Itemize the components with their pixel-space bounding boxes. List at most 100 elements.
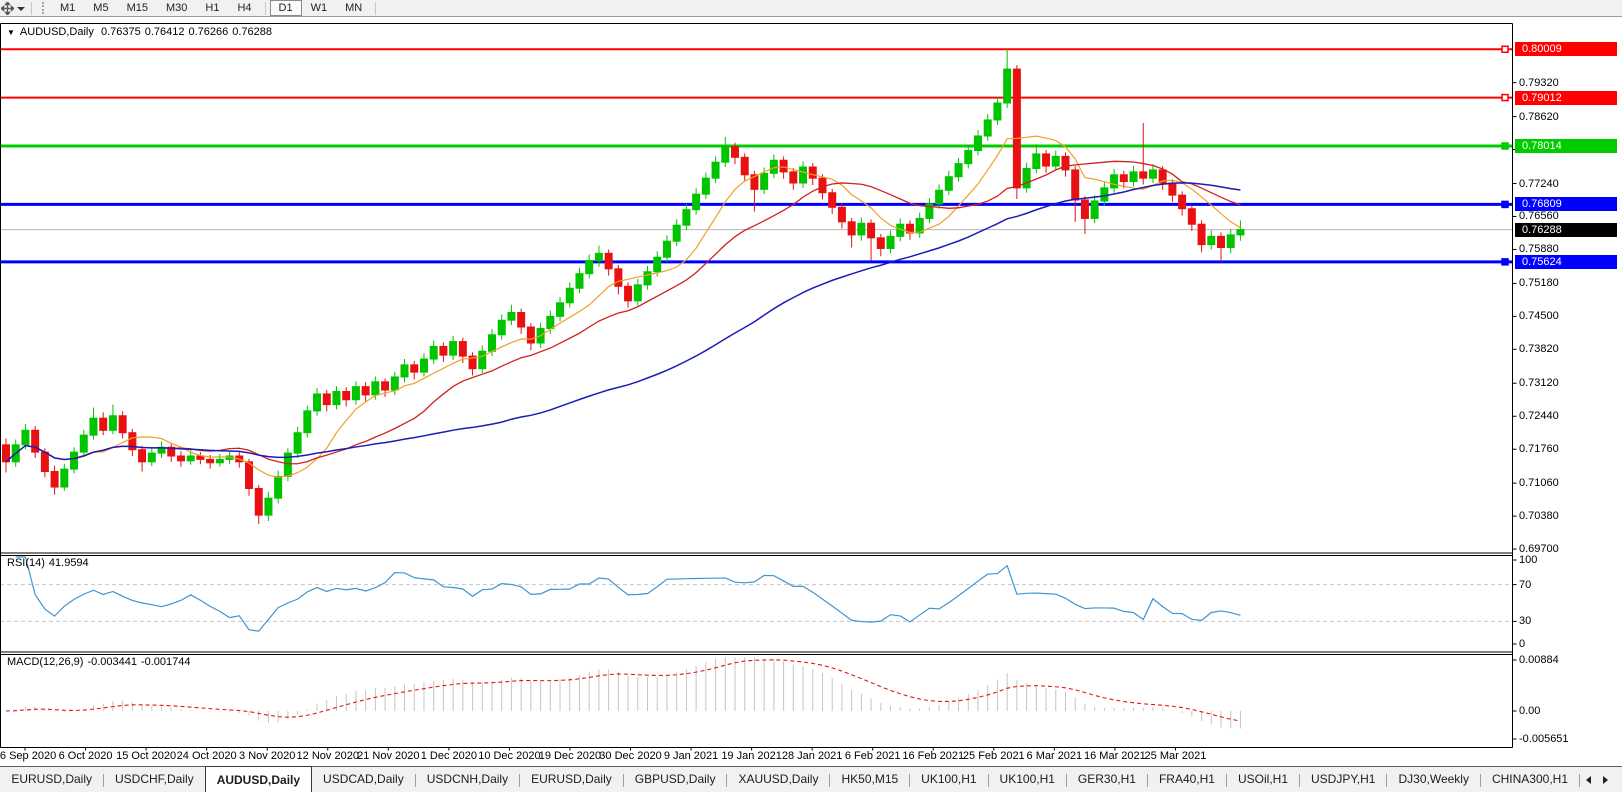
timeframe-button-d1[interactable]: D1 — [269, 0, 302, 16]
tab-scroll-right-icon[interactable] — [1603, 775, 1608, 784]
timeframe-button-h4[interactable]: H4 — [237, 2, 252, 14]
tab-separator — [829, 774, 831, 787]
date-tick: 15 Oct 2020 — [116, 750, 177, 762]
tab-china300-h1[interactable]: CHINA300,H1 — [1491, 772, 1568, 786]
chart-cursor-icon[interactable] — [1, 1, 14, 15]
tab-uk100-h1[interactable]: UK100,H1 — [921, 772, 977, 786]
macd-tick: 0.00 — [1519, 705, 1541, 717]
quote-close: 0.76288 — [232, 26, 273, 38]
price-badge-0.80009: 0.80009 — [1515, 42, 1617, 57]
chart-collapse-icon[interactable]: ▼ — [7, 28, 15, 37]
ma-slow-line — [5, 182, 1241, 463]
tab-separator — [1386, 774, 1388, 787]
date-tick: 24 Oct 2020 — [176, 750, 237, 762]
tab-fra40-h1[interactable]: FRA40,H1 — [1158, 772, 1215, 786]
tab-usoil-h1[interactable]: USOil,H1 — [1237, 772, 1288, 786]
price-tick: 0.70380 — [1519, 510, 1559, 523]
price-badge-0.76288: 0.76288 — [1515, 222, 1617, 237]
tab-dj30-weekly[interactable]: DJ30,Weekly — [1398, 772, 1469, 786]
price-badge-0.76809: 0.76809 — [1515, 197, 1617, 212]
tab-separator — [1299, 774, 1300, 787]
date-tick: 6 Mar 2021 — [1026, 750, 1083, 762]
tab-separator — [103, 774, 104, 787]
tab-gbpusd-daily[interactable]: GBPUSD,Daily — [634, 772, 716, 786]
rsi-tick: 70 — [1519, 578, 1532, 591]
date-tick: 6 Feb 2021 — [844, 750, 901, 762]
macd-tick: 0.00884 — [1519, 654, 1559, 666]
timeframe-button-m30[interactable]: M30 — [165, 2, 188, 14]
tab-scroll-left-icon[interactable] — [1586, 775, 1591, 784]
hline-handle[interactable] — [1501, 142, 1509, 150]
timeframe-button-m15[interactable]: M15 — [126, 2, 148, 14]
price-badge-0.78014: 0.78014 — [1515, 138, 1617, 153]
ma-fast-line — [5, 135, 1241, 478]
candlestick-series — [2, 49, 1245, 524]
date-tick: 25 Mar 2021 — [1144, 750, 1207, 762]
tab-eurusd-daily[interactable]: EURUSD,Daily — [11, 772, 92, 786]
timeframe-buttons: M1 M5 M15 M30 H1 H4 D1 W1 MN — [51, 0, 380, 16]
cursor-dropdown-caret-icon[interactable] — [17, 6, 25, 11]
price-tick: 0.76560 — [1519, 210, 1559, 223]
tab-audusd-daily[interactable]: AUDUSD,Daily — [204, 766, 313, 792]
timeframe-button-m5[interactable]: M5 — [93, 2, 109, 14]
price-tick: 0.71760 — [1519, 443, 1559, 456]
hline-handle[interactable] — [1501, 93, 1509, 102]
macd-signal-line — [5, 659, 1241, 722]
date-tick: 21 Nov 2020 — [357, 750, 420, 762]
date-tick: 19 Dec 2020 — [538, 750, 602, 762]
tab-xauusd-daily[interactable]: XAUUSD,Daily — [738, 772, 819, 786]
ma-mid-line — [5, 160, 1241, 465]
price-tick: 0.75180 — [1519, 277, 1559, 290]
tab-usdcad-daily[interactable]: USDCAD,Daily — [323, 772, 404, 786]
price-tick: 0.71060 — [1519, 477, 1559, 490]
timeframe-button-w1[interactable]: W1 — [310, 2, 328, 14]
toolbar-separator — [31, 1, 32, 15]
price-tick: 0.75880 — [1519, 243, 1559, 256]
tab-separator — [1146, 774, 1148, 787]
tab-separator — [1065, 774, 1067, 787]
hline-handle[interactable] — [1501, 45, 1509, 53]
price-tick: 0.79320 — [1519, 76, 1559, 89]
rsi-line — [15, 556, 1241, 632]
timeframe-button-h1[interactable]: H1 — [205, 2, 220, 14]
date-tick: 16 Feb 2021 — [902, 750, 965, 762]
hline-handle[interactable] — [1501, 200, 1509, 209]
macd-histogram — [15, 657, 1241, 729]
date-tick: 19 Jan 2021 — [721, 750, 782, 762]
tab-usdchf-daily[interactable]: USDCHF,Daily — [115, 772, 194, 786]
rsi-label: RSI(14) 41.9594 — [7, 557, 89, 569]
chart-title: ▼ AUDUSD,Daily 0.76375 0.76412 0.76266 0.762… — [7, 26, 276, 38]
tab-uk100-h1[interactable]: UK100,H1 — [999, 772, 1055, 786]
tab-usdcnh-daily[interactable]: USDCNH,Daily — [426, 772, 509, 786]
tab-separator — [1225, 774, 1227, 787]
date-tick: 26 Sep 2020 — [0, 750, 57, 762]
date-tick: 25 Feb 2021 — [962, 750, 1025, 762]
quote-high: 0.76412 — [144, 26, 185, 38]
tab-separator — [622, 774, 624, 787]
tab-ger30-h1[interactable]: GER30,H1 — [1077, 772, 1136, 786]
macd-label: MACD(12,26,9) -0.003441 -0.001744 — [7, 656, 191, 668]
tab-separator — [1479, 774, 1481, 787]
date-tick: 1 Dec 2020 — [420, 750, 477, 762]
chart-tab-bar: EURUSD,Daily USDCHF,Daily AUDUSD,Daily USDC… — [0, 766, 1622, 792]
tab-usdjpy-h1[interactable]: USDJPY,H1 — [1311, 772, 1376, 786]
date-tick: 30 Dec 2020 — [599, 750, 662, 762]
rsi-tick: 100 — [1519, 554, 1538, 566]
timeframe-toolbar: M1 M5 M15 M30 H1 H4 D1 W1 MN — [0, 0, 1622, 17]
price-tick: 0.73820 — [1519, 343, 1559, 356]
chart-tabs: EURUSD,Daily USDCHF,Daily AUDUSD,Daily USDC… — [0, 766, 1579, 792]
tab-separator — [909, 774, 911, 787]
rsi-tick: 30 — [1519, 615, 1532, 628]
date-tick: 9 Jan 2021 — [663, 750, 719, 762]
timeframe-button-mn[interactable]: MN — [345, 2, 363, 14]
tab-eurusd-daily[interactable]: EURUSD,Daily — [531, 772, 612, 786]
date-tick: 12 Nov 2020 — [296, 750, 359, 762]
toolbar-grip-handle[interactable] — [42, 2, 44, 14]
date-tick: 16 Mar 2021 — [1084, 750, 1146, 762]
timeframe-button-m1[interactable]: M1 — [60, 2, 76, 14]
hline-handle[interactable] — [1501, 258, 1509, 266]
pane-borders — [0, 23, 1517, 751]
tab-hk50-m15[interactable]: HK50,M15 — [841, 772, 899, 786]
price-tick: 0.74500 — [1519, 310, 1559, 323]
